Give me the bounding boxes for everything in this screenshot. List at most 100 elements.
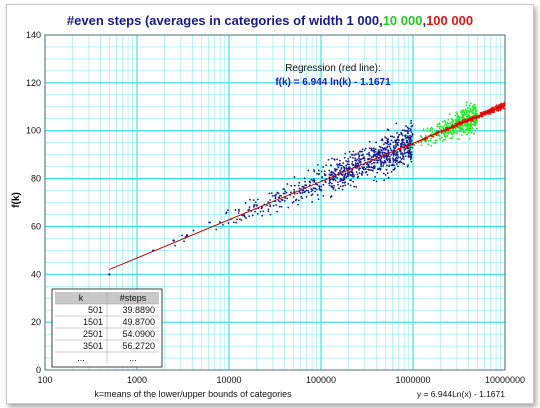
data-point bbox=[376, 159, 379, 162]
data-point bbox=[393, 164, 396, 167]
data-point bbox=[334, 167, 336, 170]
data-point bbox=[341, 188, 344, 191]
data-point bbox=[248, 215, 251, 217]
data-point bbox=[406, 129, 408, 132]
data-point bbox=[492, 107, 495, 109]
data-point bbox=[379, 167, 382, 170]
data-point bbox=[456, 125, 459, 128]
data-point bbox=[344, 184, 347, 187]
data-point bbox=[484, 110, 487, 113]
data-point bbox=[305, 195, 308, 198]
data-point bbox=[209, 221, 211, 224]
data-point bbox=[293, 188, 296, 191]
data-point bbox=[364, 168, 367, 171]
data-point bbox=[357, 162, 360, 165]
data-point bbox=[359, 161, 362, 163]
data-point bbox=[463, 124, 466, 127]
data-point bbox=[366, 153, 369, 155]
data-point bbox=[472, 121, 475, 124]
data-point bbox=[402, 162, 404, 165]
data-point bbox=[472, 132, 475, 135]
data-point bbox=[433, 142, 435, 144]
data-point bbox=[406, 126, 409, 129]
data-point bbox=[395, 144, 397, 146]
data-point bbox=[370, 149, 373, 151]
data-point bbox=[386, 172, 389, 175]
data-point bbox=[345, 164, 348, 167]
data-point bbox=[383, 159, 386, 162]
data-point bbox=[468, 112, 471, 115]
data-point bbox=[468, 137, 471, 140]
data-point bbox=[442, 133, 445, 135]
table-cell-k: 1501 bbox=[83, 317, 103, 327]
data-point bbox=[355, 153, 357, 155]
data-point bbox=[320, 185, 323, 188]
data-point bbox=[397, 144, 399, 147]
data-point bbox=[356, 158, 359, 161]
data-point bbox=[500, 108, 503, 110]
data-point bbox=[280, 198, 283, 201]
data-point bbox=[399, 160, 401, 163]
data-point bbox=[377, 168, 380, 171]
data-point bbox=[402, 155, 405, 158]
data-point bbox=[293, 192, 296, 195]
data-point bbox=[456, 112, 458, 115]
data-point bbox=[324, 181, 327, 183]
data-point bbox=[357, 175, 359, 178]
data-point bbox=[336, 163, 338, 166]
regression-label: Regression (red line): bbox=[285, 63, 381, 74]
data-point bbox=[466, 133, 468, 136]
data-point bbox=[450, 129, 453, 132]
data-point bbox=[374, 150, 377, 153]
data-point bbox=[385, 137, 388, 140]
data-point bbox=[362, 167, 364, 170]
data-point bbox=[272, 204, 275, 207]
data-point bbox=[398, 139, 400, 142]
data-point bbox=[343, 174, 346, 177]
data-point bbox=[286, 183, 289, 185]
data-point bbox=[318, 187, 321, 190]
data-point bbox=[408, 138, 410, 141]
sample-point bbox=[172, 239, 175, 242]
data-point bbox=[430, 127, 433, 129]
data-point bbox=[360, 158, 363, 161]
data-point bbox=[358, 172, 361, 174]
data-point bbox=[386, 140, 389, 143]
data-point bbox=[442, 120, 444, 123]
data-point bbox=[290, 184, 293, 187]
data-point bbox=[376, 171, 379, 174]
data-point bbox=[278, 196, 280, 199]
data-point bbox=[345, 168, 348, 170]
data-point bbox=[296, 192, 299, 195]
data-point bbox=[479, 112, 482, 114]
data-point bbox=[458, 130, 460, 132]
data-point bbox=[459, 128, 462, 130]
data-point bbox=[471, 123, 474, 126]
data-point bbox=[344, 152, 347, 155]
data-point bbox=[337, 181, 339, 184]
data-point bbox=[389, 157, 391, 160]
data-point bbox=[297, 203, 299, 206]
data-point bbox=[390, 149, 393, 152]
data-point bbox=[464, 108, 467, 111]
data-point bbox=[446, 126, 449, 129]
data-point bbox=[331, 182, 333, 185]
data-point bbox=[349, 174, 352, 176]
data-point bbox=[313, 181, 316, 183]
data-point bbox=[387, 143, 390, 146]
data-point bbox=[382, 143, 385, 146]
data-point bbox=[324, 174, 326, 177]
data-point bbox=[283, 200, 286, 202]
data-point bbox=[461, 112, 464, 114]
data-point bbox=[450, 117, 453, 120]
data-point bbox=[454, 114, 457, 117]
title-part: 10 000 bbox=[383, 13, 423, 28]
data-point bbox=[403, 149, 406, 152]
data-point bbox=[333, 178, 336, 180]
data-point bbox=[356, 173, 359, 176]
data-point bbox=[277, 192, 280, 195]
data-point bbox=[386, 128, 389, 131]
data-point bbox=[363, 157, 366, 160]
data-point bbox=[396, 159, 399, 162]
data-point bbox=[303, 177, 306, 180]
